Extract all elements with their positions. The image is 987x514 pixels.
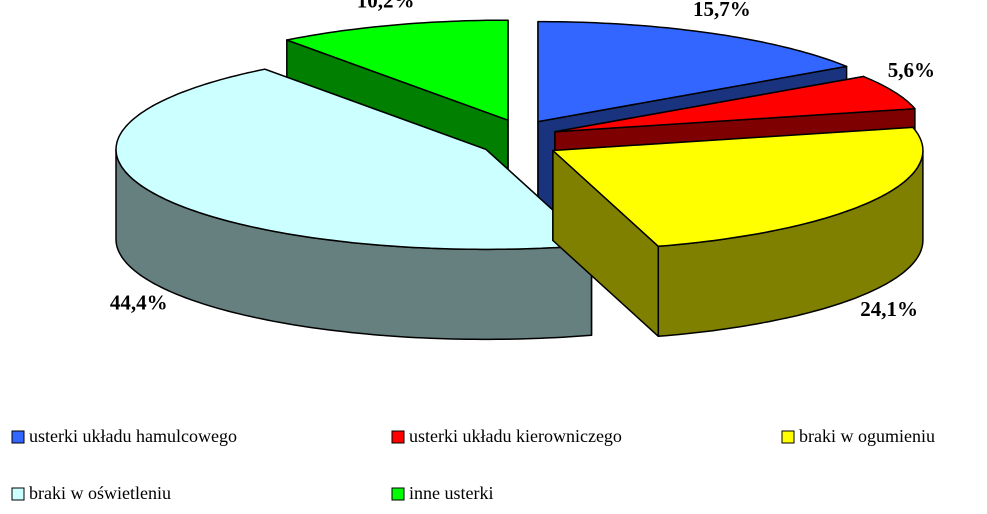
slice-top bbox=[554, 75, 916, 133]
legend-label: inne usterki bbox=[409, 483, 493, 503]
slice bbox=[115, 68, 593, 341]
slice-top bbox=[552, 126, 924, 248]
slice bbox=[552, 126, 924, 338]
data-label: 15,7% bbox=[693, 0, 751, 21]
data-label: 5,6% bbox=[888, 58, 935, 82]
legend-label: braki w oświetleniu bbox=[29, 483, 171, 503]
legend-swatch bbox=[11, 430, 25, 444]
slice-top bbox=[115, 68, 593, 251]
legend-swatch bbox=[391, 430, 405, 444]
legend-swatch bbox=[11, 487, 25, 501]
legend-label: usterki układu hamulcowego bbox=[29, 426, 237, 446]
slice-top bbox=[537, 20, 848, 123]
legend-swatch bbox=[391, 487, 405, 501]
data-label: 24,1% bbox=[860, 297, 918, 321]
slice-top bbox=[286, 19, 509, 121]
data-label: 44,4% bbox=[110, 290, 168, 314]
legend-swatch bbox=[781, 430, 795, 444]
data-label: 10,2% bbox=[357, 0, 415, 12]
legend-label: usterki układu kierowniczego bbox=[409, 426, 622, 446]
legend-label: braki w ogumieniu bbox=[799, 426, 935, 446]
